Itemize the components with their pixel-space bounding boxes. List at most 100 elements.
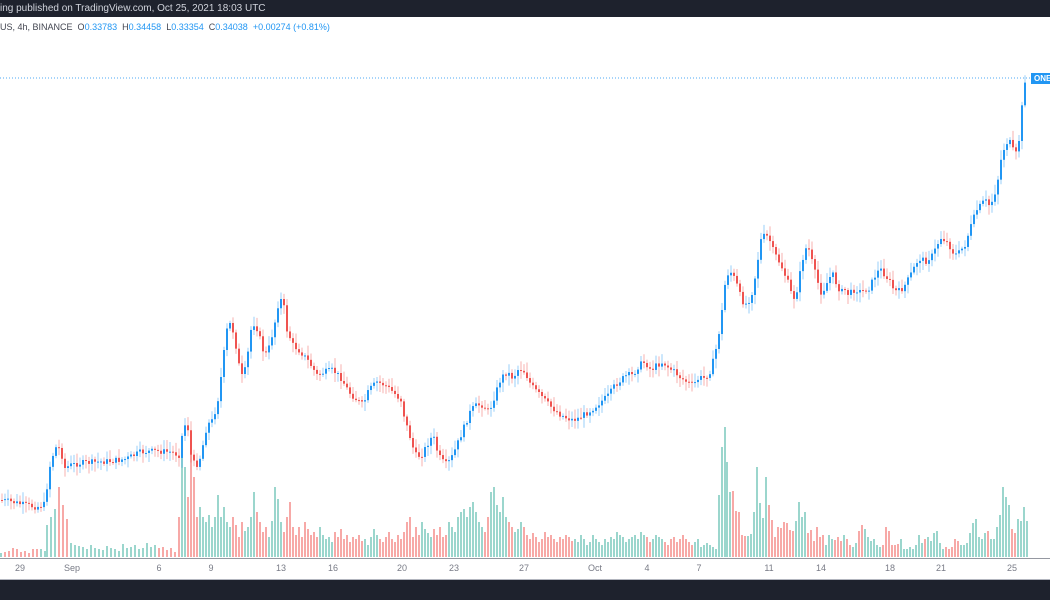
volume-bar bbox=[158, 548, 160, 557]
volume-bar bbox=[768, 505, 770, 557]
low-value: 0.33354 bbox=[171, 22, 204, 32]
open-label: O bbox=[77, 22, 85, 32]
volume-bar bbox=[978, 537, 980, 557]
volume-bar bbox=[94, 548, 96, 557]
candle-body bbox=[592, 410, 594, 413]
candle-body bbox=[292, 338, 294, 343]
candle-body bbox=[352, 393, 354, 399]
candle-body bbox=[220, 377, 222, 402]
volume-bar bbox=[526, 535, 528, 557]
candle-body bbox=[760, 239, 762, 260]
candle-body bbox=[463, 424, 465, 438]
candle-body bbox=[388, 385, 390, 388]
candle-body bbox=[346, 383, 348, 388]
volume-bar bbox=[649, 542, 651, 557]
volume-bar bbox=[184, 467, 186, 557]
volume-bar bbox=[352, 537, 354, 557]
volume-bar bbox=[855, 543, 857, 557]
candle-body bbox=[97, 461, 99, 463]
volume-bar bbox=[610, 537, 612, 557]
candle-body bbox=[820, 282, 822, 295]
x-tick-label: 9 bbox=[208, 563, 214, 573]
volume-bar bbox=[98, 549, 100, 557]
candle-body bbox=[100, 461, 102, 463]
candle-body bbox=[205, 432, 207, 446]
volume-bar bbox=[502, 497, 504, 557]
volume-bar bbox=[670, 539, 672, 557]
volume-bar bbox=[397, 535, 399, 557]
volume-bar bbox=[843, 535, 845, 557]
candle-body bbox=[226, 328, 228, 351]
volume-bar bbox=[382, 542, 384, 557]
volume-bar bbox=[46, 525, 48, 557]
candle-body bbox=[340, 373, 342, 381]
volume-bar bbox=[1026, 521, 1028, 557]
candle-body bbox=[517, 370, 519, 376]
candle-body bbox=[877, 270, 879, 278]
candle-body bbox=[709, 374, 711, 378]
candle-body bbox=[232, 322, 234, 333]
candle-body bbox=[724, 284, 726, 310]
volume-bar bbox=[511, 527, 513, 557]
volume-bar bbox=[765, 477, 767, 557]
volume-bar bbox=[915, 545, 917, 557]
candle-body bbox=[829, 277, 831, 284]
volume-bar bbox=[801, 517, 803, 557]
volume-bar bbox=[990, 539, 992, 557]
volume-bar bbox=[771, 520, 773, 557]
candle-body bbox=[508, 372, 510, 376]
volume-bar bbox=[259, 522, 261, 557]
volume-bar bbox=[963, 545, 965, 557]
volume-bar bbox=[840, 541, 842, 557]
volume-bar bbox=[379, 539, 381, 557]
volume-bar bbox=[331, 542, 333, 557]
x-tick-label: Sep bbox=[63, 563, 81, 573]
price-chart[interactable] bbox=[0, 35, 1050, 558]
candle-body bbox=[1006, 144, 1008, 150]
volume-bar bbox=[110, 548, 112, 557]
candle-body bbox=[277, 308, 279, 323]
candle-body bbox=[382, 382, 384, 386]
candle-body bbox=[547, 398, 549, 402]
candle-body bbox=[691, 381, 693, 383]
candle-body bbox=[349, 387, 351, 394]
volume-bar bbox=[858, 531, 860, 557]
candle-body bbox=[907, 277, 909, 285]
publish-text: ing published on TradingView.com, Oct 25… bbox=[0, 3, 266, 14]
candle-body bbox=[415, 447, 417, 453]
volume-bar bbox=[864, 529, 866, 557]
x-tick-label: 4 bbox=[644, 563, 650, 573]
candle-body bbox=[487, 408, 489, 410]
volume-bar bbox=[62, 505, 64, 557]
volume-bar bbox=[106, 546, 108, 557]
candle-body bbox=[601, 400, 603, 406]
candle-body bbox=[841, 288, 843, 292]
volume-bar bbox=[912, 549, 914, 557]
candle-body bbox=[541, 392, 543, 397]
volume-bar bbox=[271, 521, 273, 557]
candle-body bbox=[766, 233, 768, 236]
candle-body bbox=[304, 355, 306, 357]
volume-bar bbox=[1005, 497, 1007, 557]
volume-bar bbox=[909, 547, 911, 557]
candle-body bbox=[238, 348, 240, 364]
candle-body bbox=[145, 452, 147, 454]
volume-bar bbox=[574, 539, 576, 557]
volume-bar bbox=[873, 539, 875, 557]
candle-body bbox=[796, 292, 798, 299]
candle-body bbox=[163, 449, 165, 454]
volume-bar bbox=[619, 535, 621, 557]
volume-bar bbox=[298, 527, 300, 557]
volume-bar bbox=[388, 532, 390, 557]
candle-body bbox=[751, 294, 753, 303]
candle-body bbox=[274, 322, 276, 338]
time-axis[interactable]: 29 Sep 6 9 13 16 20 23 27 Oct 4 7 11 14 18 21 25 bbox=[0, 558, 1050, 579]
candle-body bbox=[757, 259, 759, 279]
volume-bar bbox=[415, 527, 417, 557]
candle-body bbox=[955, 253, 957, 255]
candle-body bbox=[571, 418, 573, 421]
candle-body bbox=[1000, 159, 1002, 180]
candle-body bbox=[484, 407, 486, 409]
close-label: C bbox=[208, 22, 216, 32]
candle-body bbox=[424, 447, 426, 457]
